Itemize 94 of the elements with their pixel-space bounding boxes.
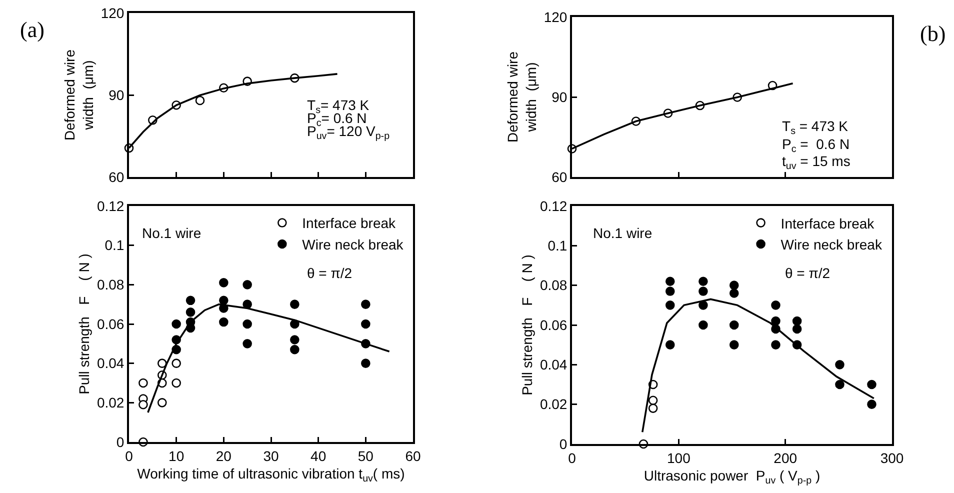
y-tick-label: 120 [544,8,568,25]
annotation: t$_{uv}$ = 15 ms [782,153,850,172]
point [835,380,844,390]
annotation: θ = π/2 [307,265,352,281]
y-tick-label: 0.06 [96,316,124,332]
x-tick-label: 60 [405,448,421,464]
point [665,300,675,310]
point [172,319,181,329]
point [648,396,658,406]
annotation: P$_{c}$ = 0.6 N [782,136,850,155]
point [835,360,844,370]
point [138,400,148,410]
point [771,316,780,326]
point [361,319,370,329]
point [648,404,658,413]
x-tick-label: 40 [310,448,326,464]
point [698,300,708,310]
x-tick-label: 50 [358,448,374,464]
x-tick-label: 300 [880,450,904,466]
legend-label: Wire neck break [780,236,883,252]
y-axis-title: Deformed wire width (μm) [62,49,96,141]
y-axis-title: Pull strength F ( N ) [519,254,536,396]
point [242,339,252,348]
point [665,276,675,286]
point [172,378,181,388]
y-tick-label: 0.12 [96,198,124,214]
line-series [642,298,875,433]
point [361,300,370,309]
point [242,319,252,329]
text: (b) [920,21,946,46]
point [195,96,205,106]
point [361,358,370,368]
y-tick-label: 0.02 [540,396,568,412]
x-tick-label: 10 [168,448,184,464]
y-tick-label: 0 [559,436,568,452]
y-tick-label: 60 [552,168,568,185]
point [867,380,876,390]
y-tick-label: 0.08 [96,276,124,293]
x-tick-label: 30 [263,448,279,464]
legend-label: Interface break [780,215,876,232]
point [242,280,252,290]
annotation: No.1 wire [593,225,652,241]
point [729,340,739,350]
y-tick-label: 0.06 [540,316,568,333]
point [867,400,876,409]
y-tick-label: 120 [100,4,124,21]
point [138,378,148,388]
point [729,288,739,298]
point [157,358,167,368]
point [219,278,228,288]
y-tick-label: 0 [116,434,124,450]
legend-label: Wire neck break [302,236,404,252]
y-axis-title: Deformed wire width (μm) [504,51,539,143]
point [219,296,228,306]
y-tick-label: 0.12 [540,198,568,214]
y-tick-label: 90 [108,86,124,103]
y-tick-label: 0.1 [548,238,568,254]
x-tick-label: 200 [774,450,798,466]
legend-label: Interface break [302,215,397,232]
text: (a) [20,17,44,42]
point [698,286,708,296]
y-tick-label: 0.08 [540,277,568,294]
x-axis-title: Ultrasonic power P$_{uv}$ ( V$_{p-p}$ ) [644,468,820,487]
y-tick-label: 0.02 [96,394,124,411]
point [665,286,675,296]
point [771,340,780,350]
y-tick-label: 90 [552,88,568,105]
y-tick-label: 60 [108,168,124,185]
point [771,300,780,310]
point [157,398,167,408]
y-tick-label: 0.1 [104,237,124,254]
point [698,320,708,330]
point [290,344,300,354]
point [290,300,300,309]
y-axis-title: Pull strength F ( N ) [76,254,92,394]
point [698,276,708,286]
annotation: T$_{s}$ = 473 K [782,118,849,137]
x-axis-title: Working time of ultrasonic vibration t$_{uv}$( ms) [137,466,405,485]
y-tick-label: 0.04 [96,355,124,372]
point [290,335,300,344]
point [172,358,181,368]
point [729,280,739,290]
point [665,340,675,350]
x-tick-label: 100 [666,450,691,466]
x-tick-label: 20 [216,448,232,464]
point [729,320,739,330]
point [186,296,196,306]
point [219,317,228,327]
point [792,324,802,334]
point [186,308,196,317]
annotation: θ = π/2 [785,265,830,281]
y-tick-label: 0.04 [540,356,568,373]
annotation: No.1 wire [142,225,202,241]
point [792,316,802,326]
